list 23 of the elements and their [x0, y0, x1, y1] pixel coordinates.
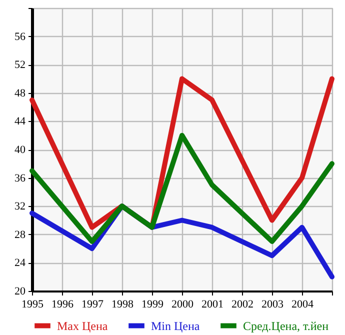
y-tick-label: 36	[14, 172, 26, 184]
y-tick-label: 52	[14, 59, 26, 72]
legend-label: Max Цена	[57, 318, 108, 333]
x-tick-label: 2004	[292, 298, 314, 310]
x-tick-label: 1999	[142, 298, 164, 310]
x-tick-label: 2002	[232, 298, 254, 310]
y-tick-label: 32	[14, 200, 26, 213]
y-tick-label: 20	[14, 286, 26, 298]
y-tick-label: 44	[14, 116, 26, 128]
x-tick-label: 1998	[112, 298, 134, 310]
x-tick-label: 2003	[262, 298, 284, 310]
legend-label: Min Цена	[151, 318, 200, 333]
y-tick-label: 28	[14, 228, 26, 241]
y-tick-label: 24	[14, 257, 26, 270]
x-tick-label: 1995	[22, 298, 44, 310]
y-tick-label: 40	[14, 144, 26, 156]
legend-label: Сред.Цена, т.йен	[243, 318, 330, 333]
x-tick-label: 2001	[202, 298, 224, 310]
y-tick-label: 56	[14, 30, 26, 43]
x-tick-label: 1996	[52, 298, 74, 310]
x-tick-label: 2000	[172, 298, 194, 310]
y-tick-label: 48	[14, 87, 26, 100]
x-tick-label: 1997	[82, 298, 104, 310]
